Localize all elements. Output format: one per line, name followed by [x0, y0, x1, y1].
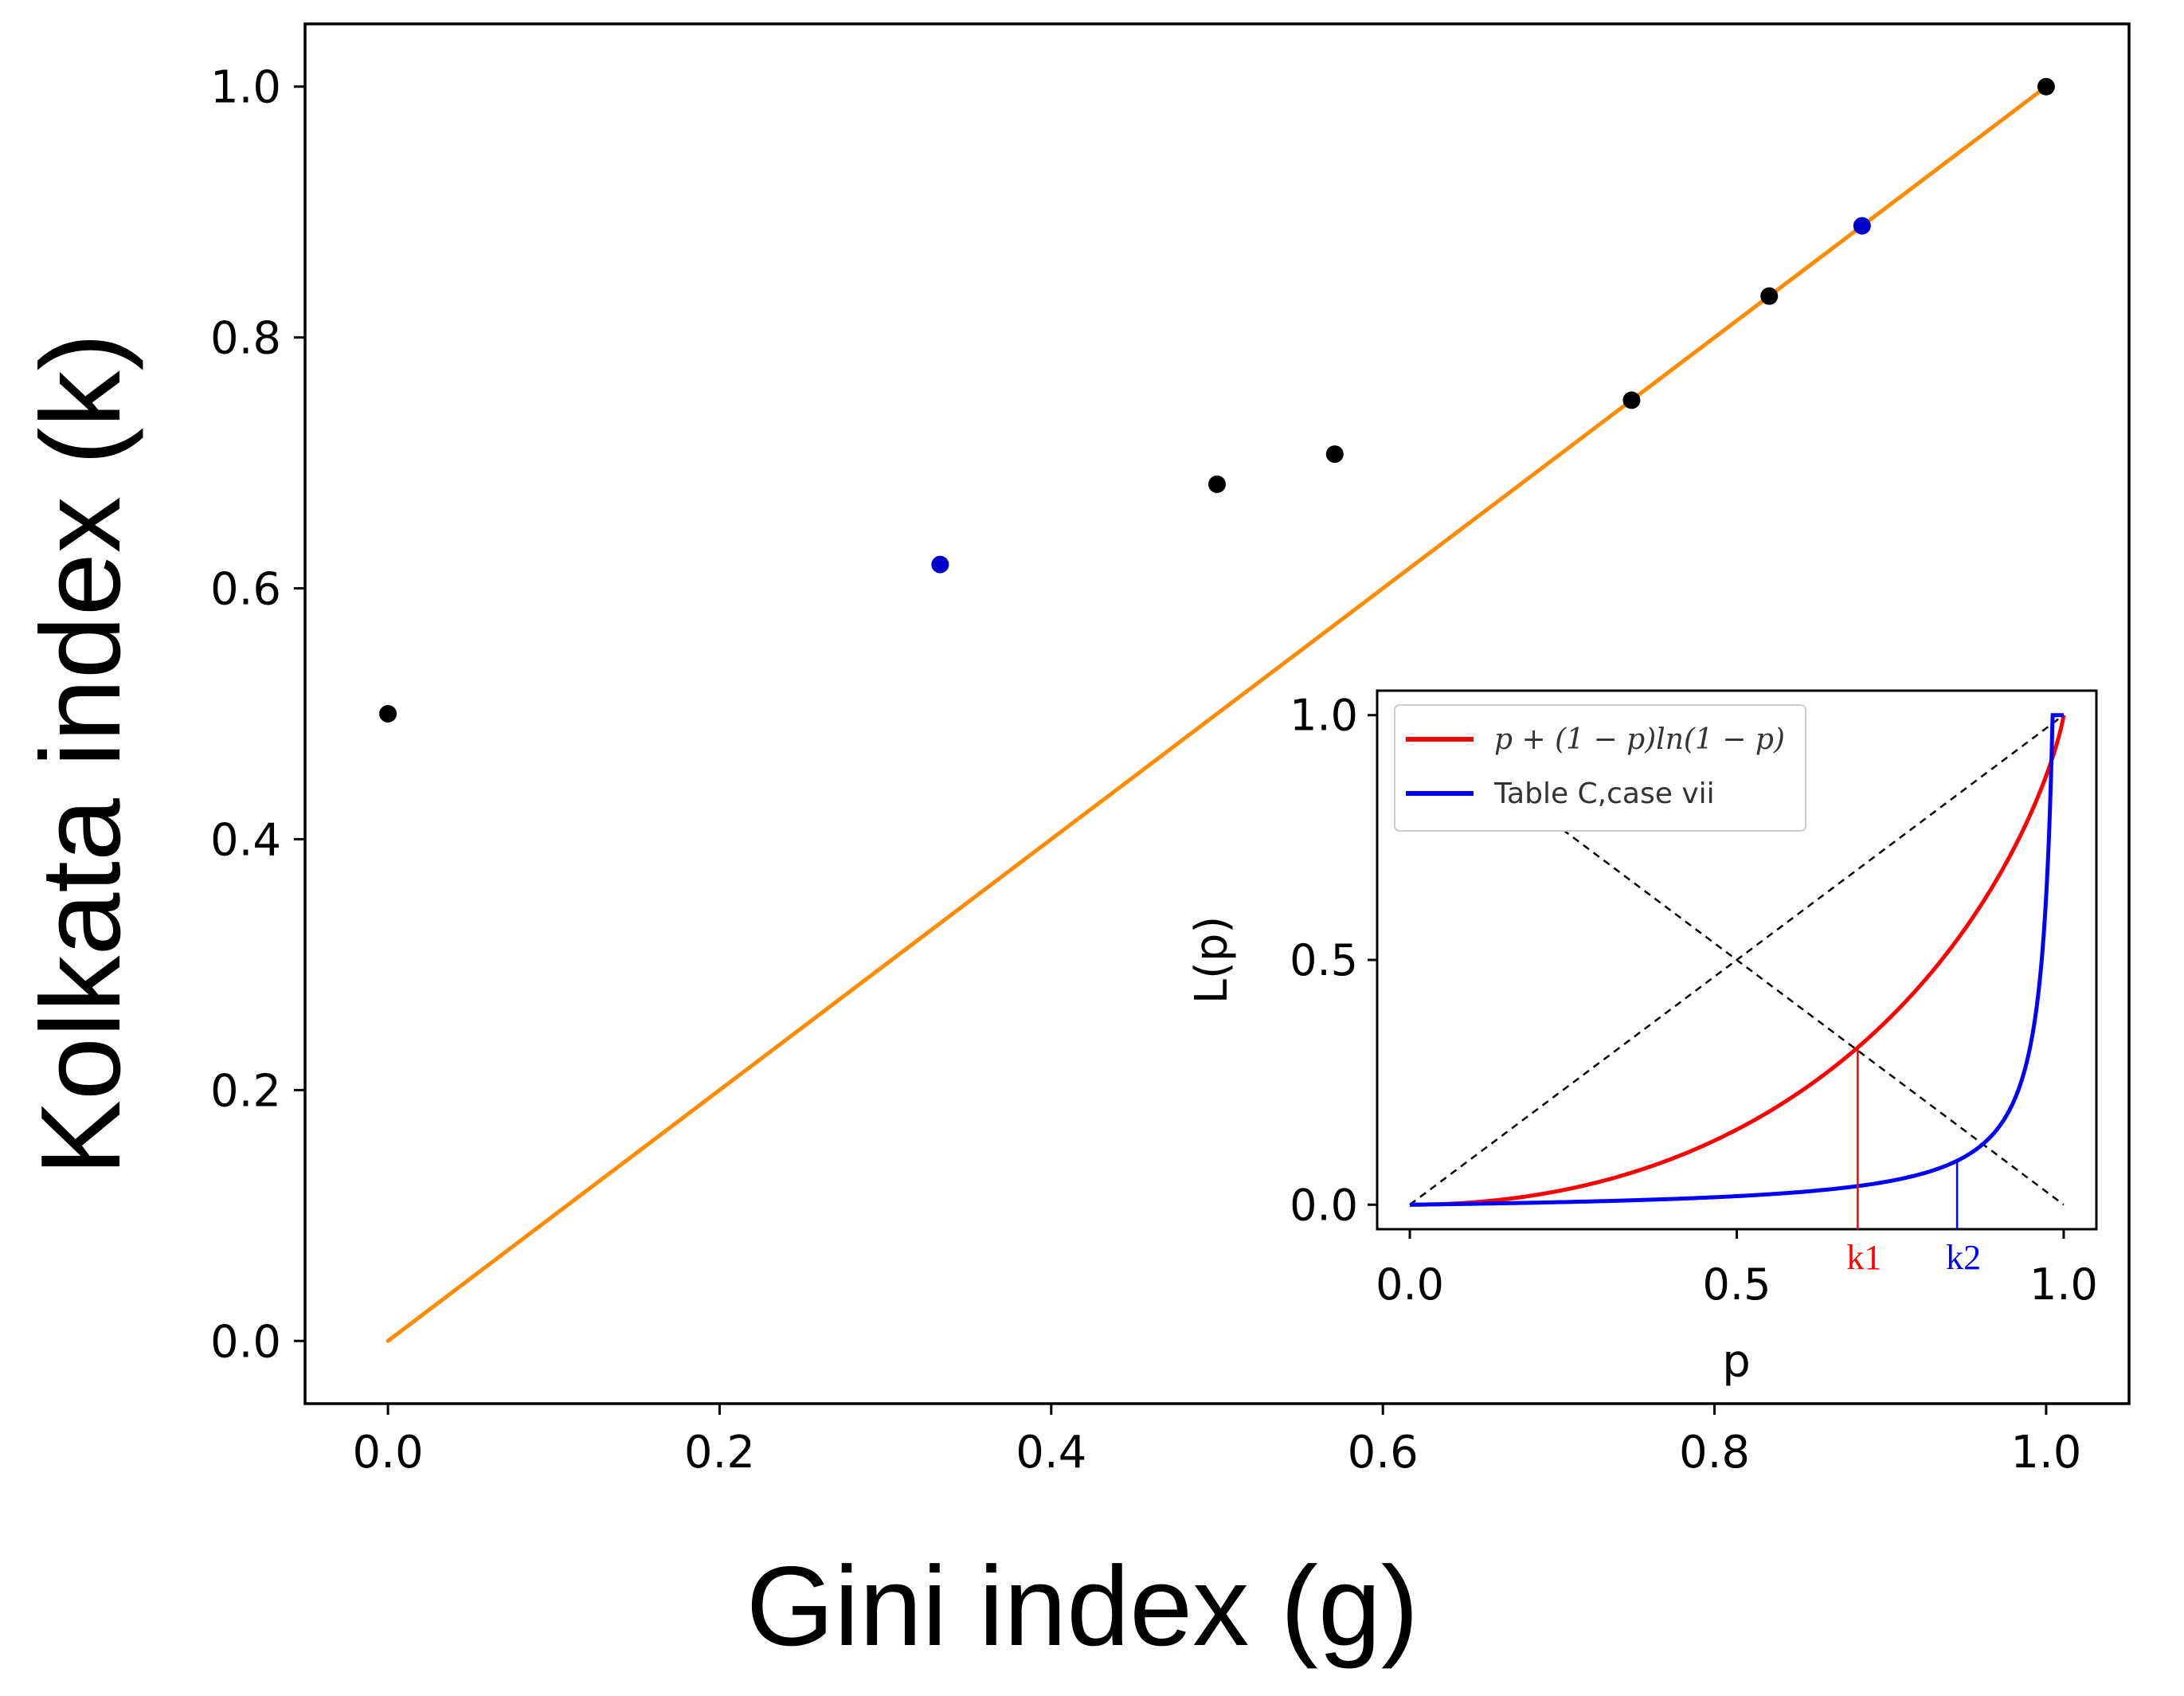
main-x-axis-label: Gini index (g)	[746, 1543, 1419, 1670]
inset-x-tick-label: 0.5	[1703, 1259, 1771, 1310]
main-x-tick-label: 1.0	[2010, 1427, 2081, 1479]
main-data-point	[379, 705, 397, 723]
legend-box	[1394, 704, 1806, 832]
inset-curve-blue	[1410, 713, 2064, 1207]
inset-y-axis-label: L(p)	[1186, 916, 1238, 1004]
main-plot-frame	[303, 22, 2131, 1405]
main-y-axis-label: Kolkata index (k)	[18, 333, 144, 1176]
main-y-tick-label: 0.0	[210, 1316, 281, 1368]
main-data-point	[1208, 475, 1226, 493]
legend-label-red: p + (1 − p)ln(1 − p)	[1494, 723, 1785, 756]
main-y-tick-label: 0.4	[210, 814, 281, 866]
inset-y-tick-label: 0.0	[1290, 1180, 1358, 1230]
inset-diagonal-complement	[1409, 714, 2065, 1206]
inset-y-tick-label: 0.5	[1290, 935, 1358, 985]
main-data-point	[931, 555, 949, 574]
main-data-point	[1760, 287, 1779, 305]
inset-marker-k1-label: k1	[1846, 1238, 1881, 1277]
inset-x-tick-label: 0.0	[1376, 1259, 1444, 1310]
main-y-tick-label: 1.0	[210, 62, 281, 114]
inset-legend: p + (1 − p)ln(1 − p) Table C,case vii	[1394, 704, 1806, 832]
inset-x-tick-label: 1.0	[2029, 1259, 2098, 1310]
main-x-axis-ticks: 0.0 0.2 0.4 0.6 0.8 1.0	[353, 1404, 2081, 1479]
main-plot: 0.0 0.2 0.4 0.6 0.8 1.0 0.0 0.2 0.4 0.6 0.8 1.0 Gi…	[18, 22, 2131, 1670]
inset-plot: k1 k2 0.0 0.5 1.0 0.0 0.5 1.0 p + (1 − p)ln(1…	[1186, 689, 2098, 1388]
main-data-point	[1853, 217, 1871, 235]
main-data-point	[1325, 445, 1344, 464]
main-x-tick-label: 0.8	[1679, 1427, 1750, 1479]
main-y-tick-label: 0.8	[210, 313, 281, 365]
main-x-tick-label: 0.4	[1016, 1427, 1086, 1479]
main-x-tick-label: 0.2	[684, 1427, 755, 1479]
inset-y-axis-ticks: 0.0 0.5 1.0	[1290, 691, 1377, 1230]
main-y-axis-ticks: 0.0 0.2 0.4 0.6 0.8 1.0	[210, 62, 305, 1368]
main-x-tick-label: 0.0	[353, 1427, 424, 1479]
main-x-tick-label: 0.6	[1348, 1427, 1419, 1479]
inset-y-tick-label: 1.0	[1290, 691, 1358, 741]
main-y-tick-label: 0.2	[210, 1065, 281, 1117]
inset-marker-k2-label: k2	[1946, 1238, 1981, 1277]
inset-plot-curves: k1 k2	[1409, 713, 2066, 1277]
legend-label-blue: Table C,case vii	[1493, 777, 1715, 810]
main-y-tick-label: 0.6	[210, 564, 281, 616]
main-data-point	[1622, 391, 1641, 409]
inset-x-axis-ticks: 0.0 0.5 1.0	[1376, 1229, 2098, 1310]
inset-x-axis-label: p	[1722, 1336, 1751, 1388]
inset-curve-red	[1410, 715, 2066, 1207]
main-plot-series	[379, 77, 2055, 1343]
main-data-point	[2037, 77, 2055, 96]
